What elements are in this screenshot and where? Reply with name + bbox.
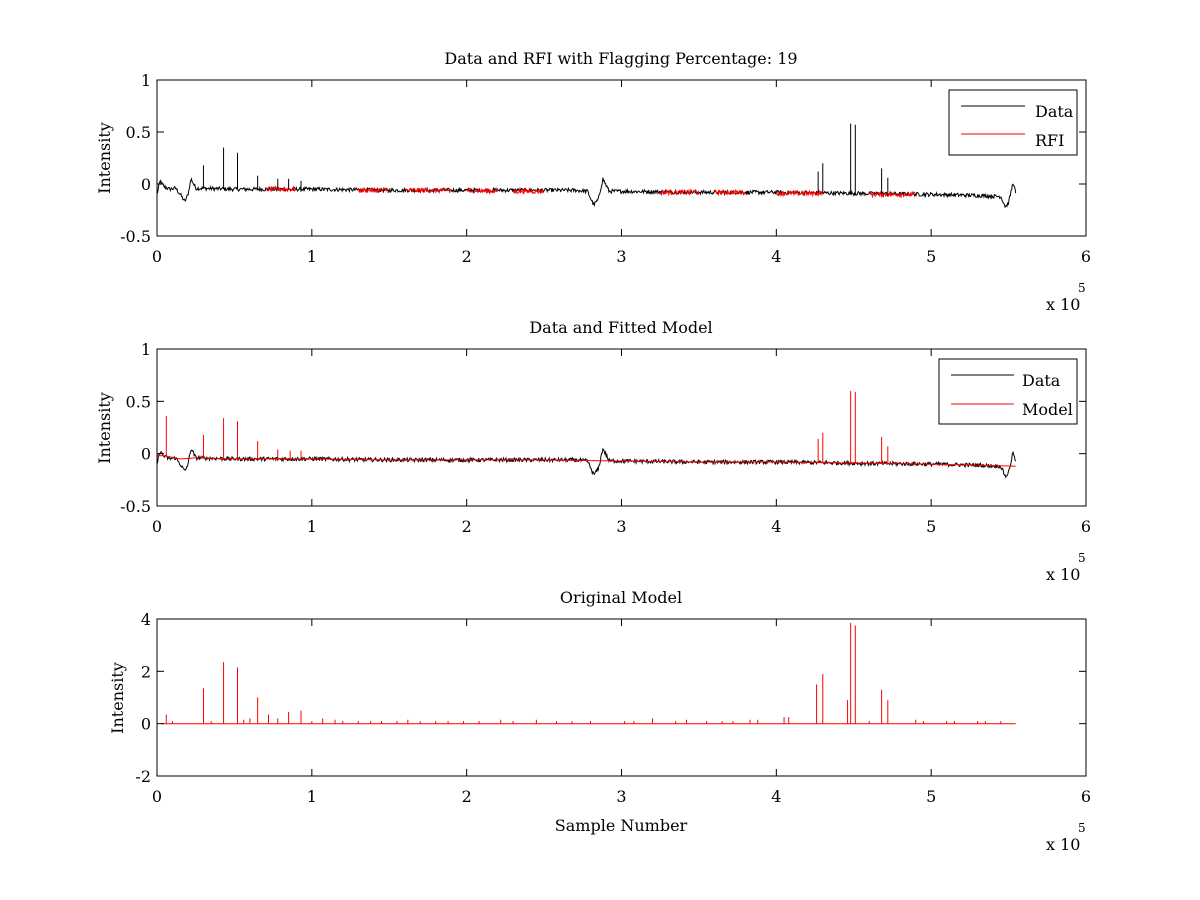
x-tick-label: 2 <box>462 787 472 806</box>
y-axis-label: Intensity <box>95 122 114 194</box>
y-tick-label: 4 <box>141 610 151 629</box>
chart-title: Data and RFI with Flagging Percentage: 1… <box>444 49 797 68</box>
y-tick-label: -0.5 <box>120 227 151 246</box>
rfi-segment <box>404 186 452 195</box>
y-axis-ticks: -2 0 2 4 <box>135 610 1086 786</box>
x-tick-label: 5 <box>926 787 936 806</box>
x-tick-label: 0 <box>152 247 162 266</box>
x-tick-label: 5 <box>926 517 936 536</box>
x-axis-label: Sample Number <box>555 816 688 835</box>
y-tick-label: 0 <box>141 175 151 194</box>
x-tick-label: 0 <box>152 787 162 806</box>
axes-box <box>156 79 1087 237</box>
x-tick-label: 4 <box>771 247 781 266</box>
plot-area <box>156 123 1017 208</box>
rfi-segment <box>659 188 700 197</box>
rfi-segment <box>265 185 297 193</box>
x-tick-label: 0 <box>152 517 162 536</box>
plot-area <box>156 390 1017 479</box>
x-tick-label: 1 <box>307 787 317 806</box>
y-tick-label: -2 <box>135 767 151 786</box>
legend: Data Model <box>938 358 1078 425</box>
rfi-segment <box>466 186 498 195</box>
chart-title: Data and Fitted Model <box>529 318 712 337</box>
rfi-segment <box>713 188 746 197</box>
x-tick-label: 1 <box>307 247 317 266</box>
y-axis-label: Intensity <box>95 392 114 464</box>
x-tick-label: 2 <box>462 247 472 266</box>
y-tick-label: 1 <box>141 71 151 90</box>
rfi-segment <box>868 190 916 199</box>
legend-label-data: Data <box>1022 371 1061 390</box>
y-tick-label: 0 <box>141 445 151 464</box>
x-tick-label: 3 <box>616 787 626 806</box>
y-axis-label: Intensity <box>108 662 127 734</box>
legend-label-rfi: RFI <box>1035 131 1064 150</box>
x-exponent-base: x 10 <box>1046 295 1080 314</box>
x-tick-label: 6 <box>1081 517 1091 536</box>
rfi-segment <box>775 189 823 198</box>
legend-label-model: Model <box>1022 400 1073 419</box>
x-tick-label: 4 <box>771 517 781 536</box>
x-tick-label: 5 <box>926 247 936 266</box>
y-tick-label: 1 <box>141 340 151 359</box>
rfi-segment <box>357 187 390 194</box>
panel-rfi-flagging: Data and RFI with Flagging Percentage: 1… <box>95 49 1091 314</box>
series-line-model <box>157 455 1016 467</box>
x-axis-ticks: 0 1 2 3 4 5 6 <box>152 619 1091 806</box>
x-tick-label: 1 <box>307 517 317 536</box>
x-exponent-power: 5 <box>1078 551 1086 565</box>
x-exponent-base: x 10 <box>1046 565 1080 584</box>
x-exponent-base: x 10 <box>1046 835 1080 854</box>
x-tick-label: 2 <box>462 517 472 536</box>
axes-box <box>156 618 1087 777</box>
y-tick-label: 2 <box>141 662 151 681</box>
x-exponent-power: 5 <box>1078 821 1086 835</box>
legend-label-data: Data <box>1035 102 1074 121</box>
legend-box <box>948 89 1078 156</box>
y-axis-ticks: -0.5 0 0.5 1 <box>120 340 1086 516</box>
y-tick-label: -0.5 <box>120 497 151 516</box>
x-tick-label: 3 <box>616 247 626 266</box>
rfi-segment <box>512 187 544 195</box>
y-tick-label: 0.5 <box>126 392 151 411</box>
x-tick-label: 6 <box>1081 787 1091 806</box>
y-tick-label: 0.5 <box>126 123 151 142</box>
x-axis-ticks: 0 1 2 3 4 5 6 <box>152 80 1091 266</box>
legend: Data RFI <box>948 89 1078 156</box>
y-axis-ticks: -0.5 0 0.5 1 <box>120 71 1086 246</box>
series-line-data <box>156 177 1017 208</box>
plot-area <box>161 622 1016 725</box>
x-tick-label: 6 <box>1081 247 1091 266</box>
x-exponent-power: 5 <box>1078 281 1086 295</box>
x-tick-label: 3 <box>616 517 626 536</box>
x-axis-ticks: 0 1 2 3 4 5 6 <box>152 349 1091 536</box>
y-tick-label: 0 <box>141 715 151 734</box>
chart-title: Original Model <box>560 588 682 607</box>
x-tick-label: 4 <box>771 787 781 806</box>
legend-box <box>938 358 1078 425</box>
